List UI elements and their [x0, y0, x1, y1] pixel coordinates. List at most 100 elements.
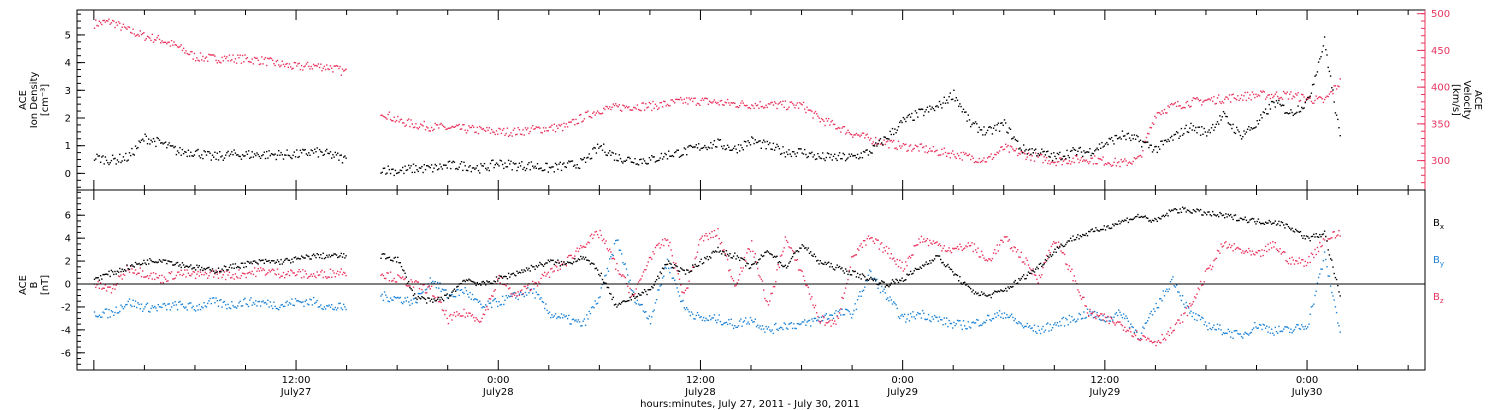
- density-axis-label-line1: ACE: [18, 90, 29, 110]
- bz-series-point: [828, 321, 830, 323]
- velocity-series-point: [917, 146, 919, 148]
- by-series-point: [937, 320, 939, 322]
- bz-series-point: [812, 304, 814, 306]
- density-series-point: [300, 152, 303, 154]
- velocity-series-point: [433, 128, 435, 130]
- by-series-point: [816, 319, 818, 322]
- bx-series-point: [326, 254, 328, 257]
- bz-series-point: [746, 252, 748, 254]
- density-series-point: [720, 145, 723, 148]
- density-series-point: [841, 158, 843, 160]
- bz-series-point: [551, 267, 553, 270]
- bz-series-point: [1155, 344, 1157, 347]
- density-tick-label: 0: [65, 169, 71, 180]
- bz-series-point: [840, 308, 842, 310]
- by-series-point: [1183, 303, 1185, 305]
- velocity-series-point: [1260, 90, 1262, 92]
- bx-series-point: [848, 271, 850, 273]
- bz-series-point: [616, 262, 618, 265]
- velocity-series-point: [382, 115, 385, 118]
- velocity-series-point: [1219, 101, 1221, 103]
- by-series-point: [853, 309, 855, 312]
- velocity-series-point: [525, 129, 528, 131]
- bz-series-point: [462, 315, 464, 317]
- bx-series-point: [716, 251, 718, 253]
- bx-series-point: [534, 268, 536, 270]
- velocity-series-point: [777, 103, 779, 105]
- bx-series-point: [560, 260, 563, 263]
- density-series-point: [914, 110, 917, 112]
- by-series-point: [742, 321, 744, 323]
- velocity-series-point: [550, 126, 552, 128]
- velocity-series-point: [152, 41, 155, 43]
- velocity-series-point: [710, 101, 712, 103]
- density-series-point: [588, 153, 590, 155]
- bx-series-point: [397, 256, 399, 259]
- bx-series-point: [724, 254, 726, 256]
- velocity-series-point: [163, 41, 166, 43]
- by-series-point: [1171, 278, 1173, 281]
- by-series-point: [1049, 323, 1051, 326]
- density-series-point: [684, 148, 687, 150]
- bz-series-point: [1118, 321, 1120, 323]
- bz-series-point: [604, 242, 606, 245]
- velocity-series-point: [512, 129, 515, 131]
- by-series-point: [630, 289, 632, 291]
- by-series-point: [1332, 295, 1334, 297]
- bx-series-point: [948, 266, 950, 268]
- density-series-point: [452, 160, 454, 163]
- bx-series-point: [908, 273, 911, 276]
- density-series-point: [433, 167, 435, 169]
- density-series-point: [1244, 133, 1246, 135]
- velocity-series-point: [450, 127, 452, 129]
- bz-series-point: [1208, 267, 1210, 269]
- bx-series-point: [926, 263, 929, 265]
- by-series-point: [255, 300, 257, 302]
- by-series-point: [315, 301, 317, 303]
- velocity-series-point: [826, 120, 829, 122]
- velocity-series-point: [742, 102, 744, 104]
- by-series-point: [151, 305, 153, 307]
- by-series-point: [1043, 331, 1045, 333]
- velocity-series-point: [838, 127, 841, 129]
- by-series-point: [196, 305, 198, 307]
- density-series-point: [1025, 148, 1027, 151]
- density-series-point: [600, 145, 602, 147]
- bz-series-point: [1183, 312, 1185, 315]
- bz-series-point: [919, 241, 921, 244]
- bz-series-point: [298, 268, 300, 271]
- by-series-point: [1001, 312, 1003, 315]
- density-series-point: [1126, 133, 1128, 135]
- by-series-point: [393, 296, 395, 298]
- bz-series-point: [176, 271, 179, 273]
- velocity-series-point: [890, 139, 892, 142]
- bx-series-point: [695, 265, 697, 267]
- by-series-point: [495, 300, 498, 303]
- velocity-series-point: [772, 104, 775, 106]
- bz-series-point: [1094, 316, 1096, 318]
- density-series-point: [193, 154, 196, 156]
- bz-series-point: [867, 235, 870, 237]
- density-series-point: [719, 139, 722, 141]
- by-series-point: [771, 329, 773, 331]
- density-series-point: [757, 141, 759, 144]
- density-series-point: [1057, 153, 1060, 156]
- by-series-point: [784, 323, 787, 325]
- density-series-point: [956, 99, 959, 101]
- bx-series-point: [713, 251, 716, 253]
- by-series-point: [105, 308, 108, 310]
- density-series-point: [586, 157, 588, 159]
- density-series-point: [541, 169, 543, 172]
- density-series-point: [964, 111, 966, 113]
- velocity-series-point: [982, 159, 984, 162]
- velocity-series-point: [640, 109, 642, 112]
- by-series-point: [639, 304, 641, 306]
- density-series-point: [1190, 122, 1192, 125]
- bz-series-point: [273, 269, 275, 272]
- density-series-point: [899, 121, 901, 124]
- velocity-series-point: [169, 45, 172, 47]
- density-series-point: [1144, 141, 1146, 144]
- velocity-series-point: [725, 102, 728, 104]
- bz-series-point: [992, 252, 995, 254]
- bx-series-point: [642, 292, 645, 294]
